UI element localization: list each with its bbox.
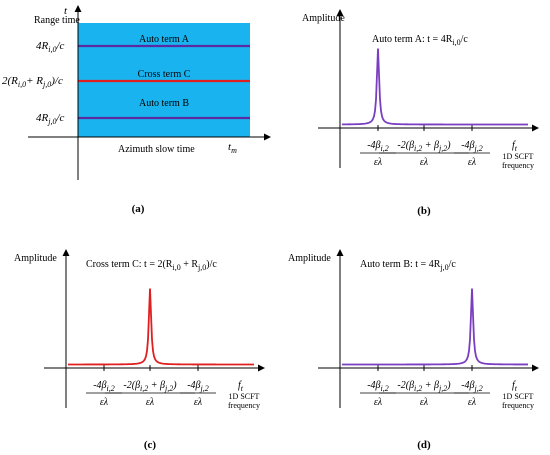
panel-a: t Range time Azimuth slow time tm Auto t… <box>2 5 271 215</box>
x-tick-3-label-numerator: -4βj,2 <box>461 380 483 393</box>
x-axis-title: Azimuth slow time <box>118 144 195 155</box>
panel-d: Amplitude Auto term B: t = 4Rj,0/c (d) -… <box>288 249 539 451</box>
cross-term-c-label: Cross term C <box>138 69 191 80</box>
x-tick-2-label-denominator: ελ <box>420 157 429 168</box>
y-axis-title: Amplitude <box>288 253 331 264</box>
x-tick-2-label-denominator: ελ <box>420 397 429 408</box>
spectrum-curve <box>341 48 528 126</box>
auto-term-a-label: Auto term A <box>139 34 190 45</box>
x-tick-1-label-denominator: ελ <box>374 157 383 168</box>
x-tick-3-label-denominator: ελ <box>468 157 477 168</box>
y-axis-title: Amplitude <box>302 13 345 24</box>
x-axis-symbol: tm <box>228 141 237 155</box>
x-tick-2-label-numerator: -2(βi,2 + βj,2) <box>123 380 177 393</box>
y-axis-symbol: t <box>64 5 68 17</box>
x-tick-1-label-numerator: -4βi,2 <box>367 140 389 153</box>
x-tick-3-label-numerator: -4βj,2 <box>461 140 483 153</box>
x-tick-1-label-denominator: ελ <box>374 397 383 408</box>
x-tick-2-label-numerator: -2(βi,2 + βj,2) <box>397 380 451 393</box>
caption-a: (a) <box>132 203 145 215</box>
x-axis-title-line2: frequency <box>502 401 534 410</box>
spectrum-curve <box>342 288 528 366</box>
x-tick-3-label-numerator: -4βj,2 <box>187 380 209 393</box>
x-tick-2-label-denominator: ελ <box>146 397 155 408</box>
panel-title: Auto term A: t = 4Ri,0/c <box>372 34 468 47</box>
x-axis-title-line2: frequency <box>228 401 260 410</box>
panel-c: Amplitude Cross term C: t = 2(Ri,0 + Rj,… <box>14 249 265 451</box>
panel-title: Cross term C: t = 2(Ri,0 + Rj,0)/c <box>86 259 217 272</box>
x-tick-1-label-denominator: ελ <box>100 397 109 408</box>
x-axis-title-line1: 1D SCFT <box>229 392 260 401</box>
x-tick-3-label-denominator: ελ <box>194 397 203 408</box>
y-axis-title: Amplitude <box>14 253 57 264</box>
ytick-cross-c: 2(Ri,0+ Rj,0)/c <box>2 75 63 89</box>
x-axis-title-line2: frequency <box>502 161 534 170</box>
x-axis-symbol: ft <box>512 380 518 393</box>
x-tick-1-label-numerator: -4βi,2 <box>367 380 389 393</box>
x-axis-symbol: ft <box>238 380 244 393</box>
auto-term-b-label: Auto term B <box>139 98 189 109</box>
caption-d: (d) <box>417 439 431 451</box>
x-axis-title-line1: 1D SCFT <box>503 392 534 401</box>
x-tick-2-label-numerator: -2(βi,2 + βj,2) <box>397 140 451 153</box>
ytick-auto-b: 4Rj,0/c <box>36 112 65 126</box>
y-axis-title: Range time <box>34 15 80 26</box>
x-axis-title-line1: 1D SCFT <box>503 152 534 161</box>
caption-c: (c) <box>144 439 157 451</box>
x-axis-symbol: ft <box>512 140 518 153</box>
panel-b: Amplitude Auto term A: t = 4Ri,0/c (b) -… <box>302 9 539 217</box>
x-tick-3-label-denominator: ελ <box>468 397 477 408</box>
ytick-auto-a: 4Ri,0/c <box>36 40 65 54</box>
caption-b: (b) <box>417 205 431 217</box>
panel-title: Auto term B: t = 4Rj,0/c <box>360 259 456 272</box>
x-tick-1-label-numerator: -4βi,2 <box>93 380 115 393</box>
spectrum-curve <box>68 288 254 366</box>
